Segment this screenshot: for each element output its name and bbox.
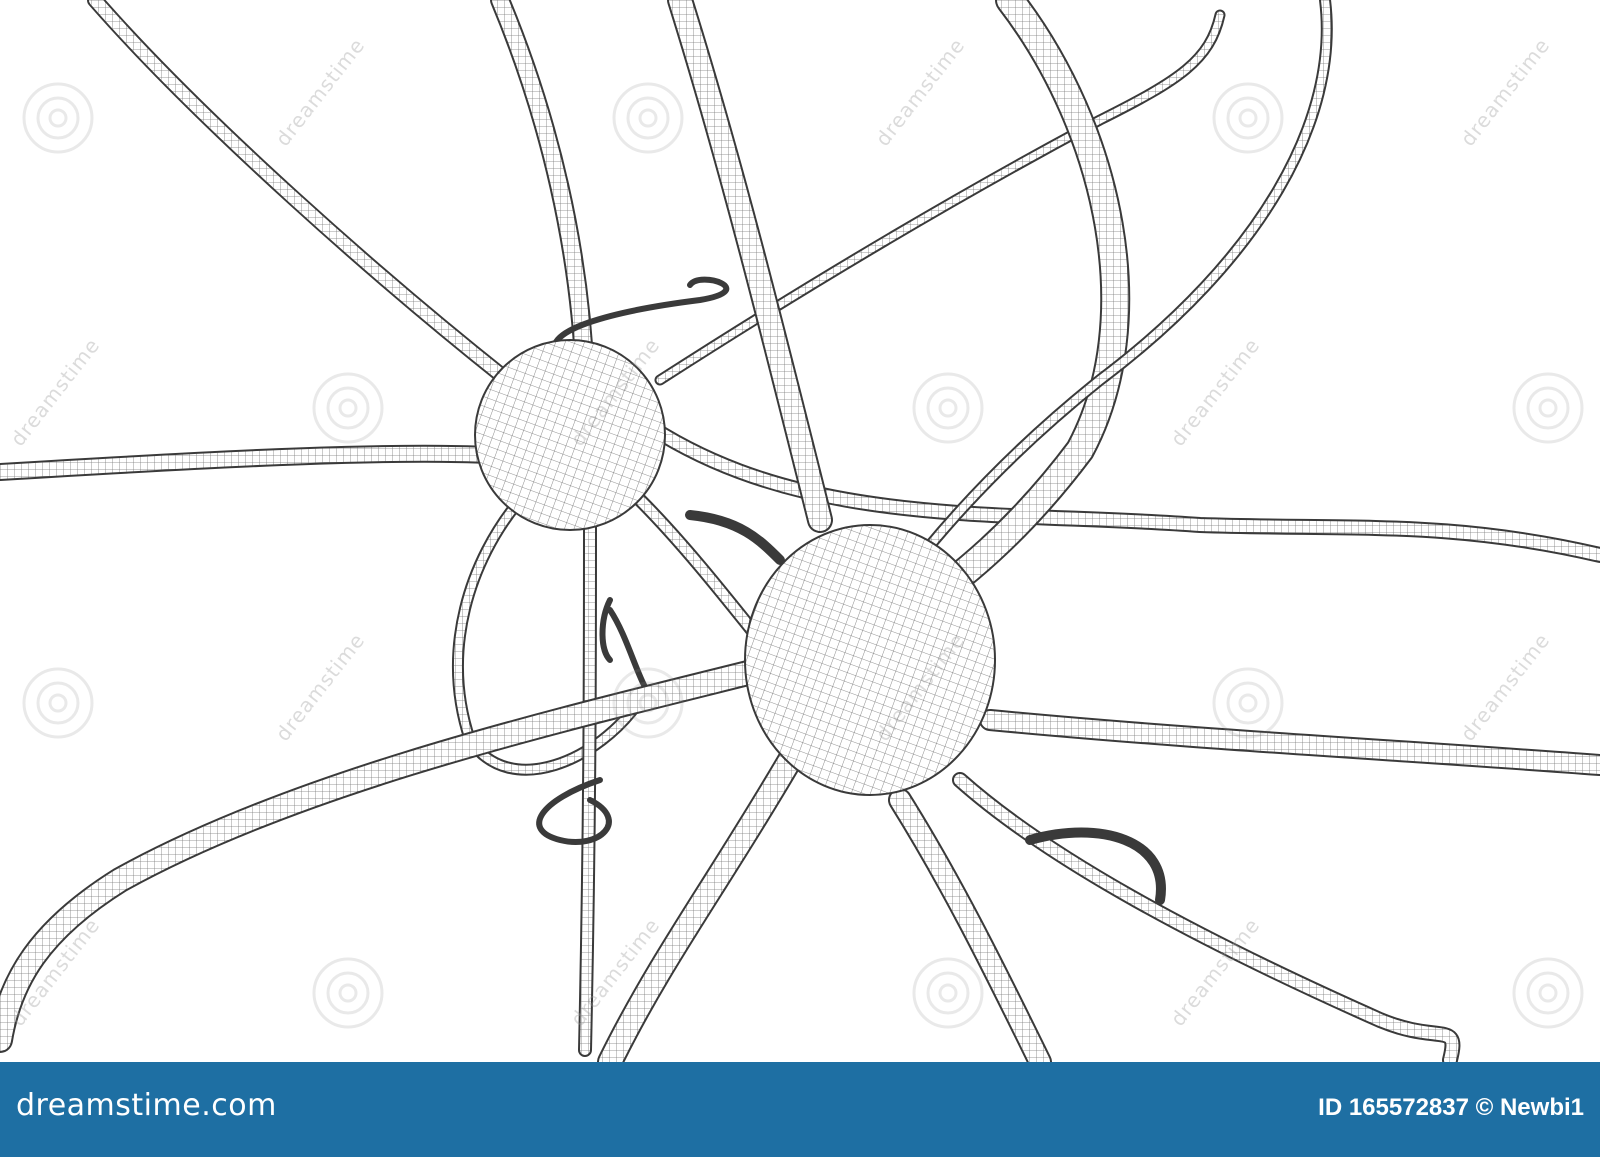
site-logo-text[interactable]: dreamstime.com xyxy=(16,1088,277,1123)
watermark-logo-icon xyxy=(1210,80,1286,156)
neuron-right-dendrites xyxy=(0,0,1600,1075)
watermark-logo-icon xyxy=(310,370,386,446)
neuron-illustration: dreamstime dreamstime dreamstime dreamst… xyxy=(0,0,1600,1075)
watermark-logo-icon xyxy=(20,665,96,741)
watermark-logo-icon xyxy=(1510,370,1586,446)
watermark-logo-icon xyxy=(910,370,986,446)
image-id-credit: ID 165572837 © Newbi1 xyxy=(1318,1094,1584,1121)
neuron-left-dendrites xyxy=(0,0,1600,1057)
watermark-logo-icon xyxy=(610,80,686,156)
neuron-right-soma xyxy=(744,524,996,796)
neuron-wireframe xyxy=(0,0,1600,1075)
watermark-logo-icon xyxy=(20,80,96,156)
watermark-logo-icon xyxy=(310,955,386,1031)
watermark-logo-icon xyxy=(610,665,686,741)
watermark-logo-icon xyxy=(1210,665,1286,741)
stock-footer-bar: dreamstime.com ID 165572837 © Newbi1 xyxy=(0,1062,1600,1157)
watermark-logo-icon xyxy=(910,955,986,1031)
neuron-left-soma xyxy=(474,339,666,531)
watermark-logo-icon xyxy=(1510,955,1586,1031)
